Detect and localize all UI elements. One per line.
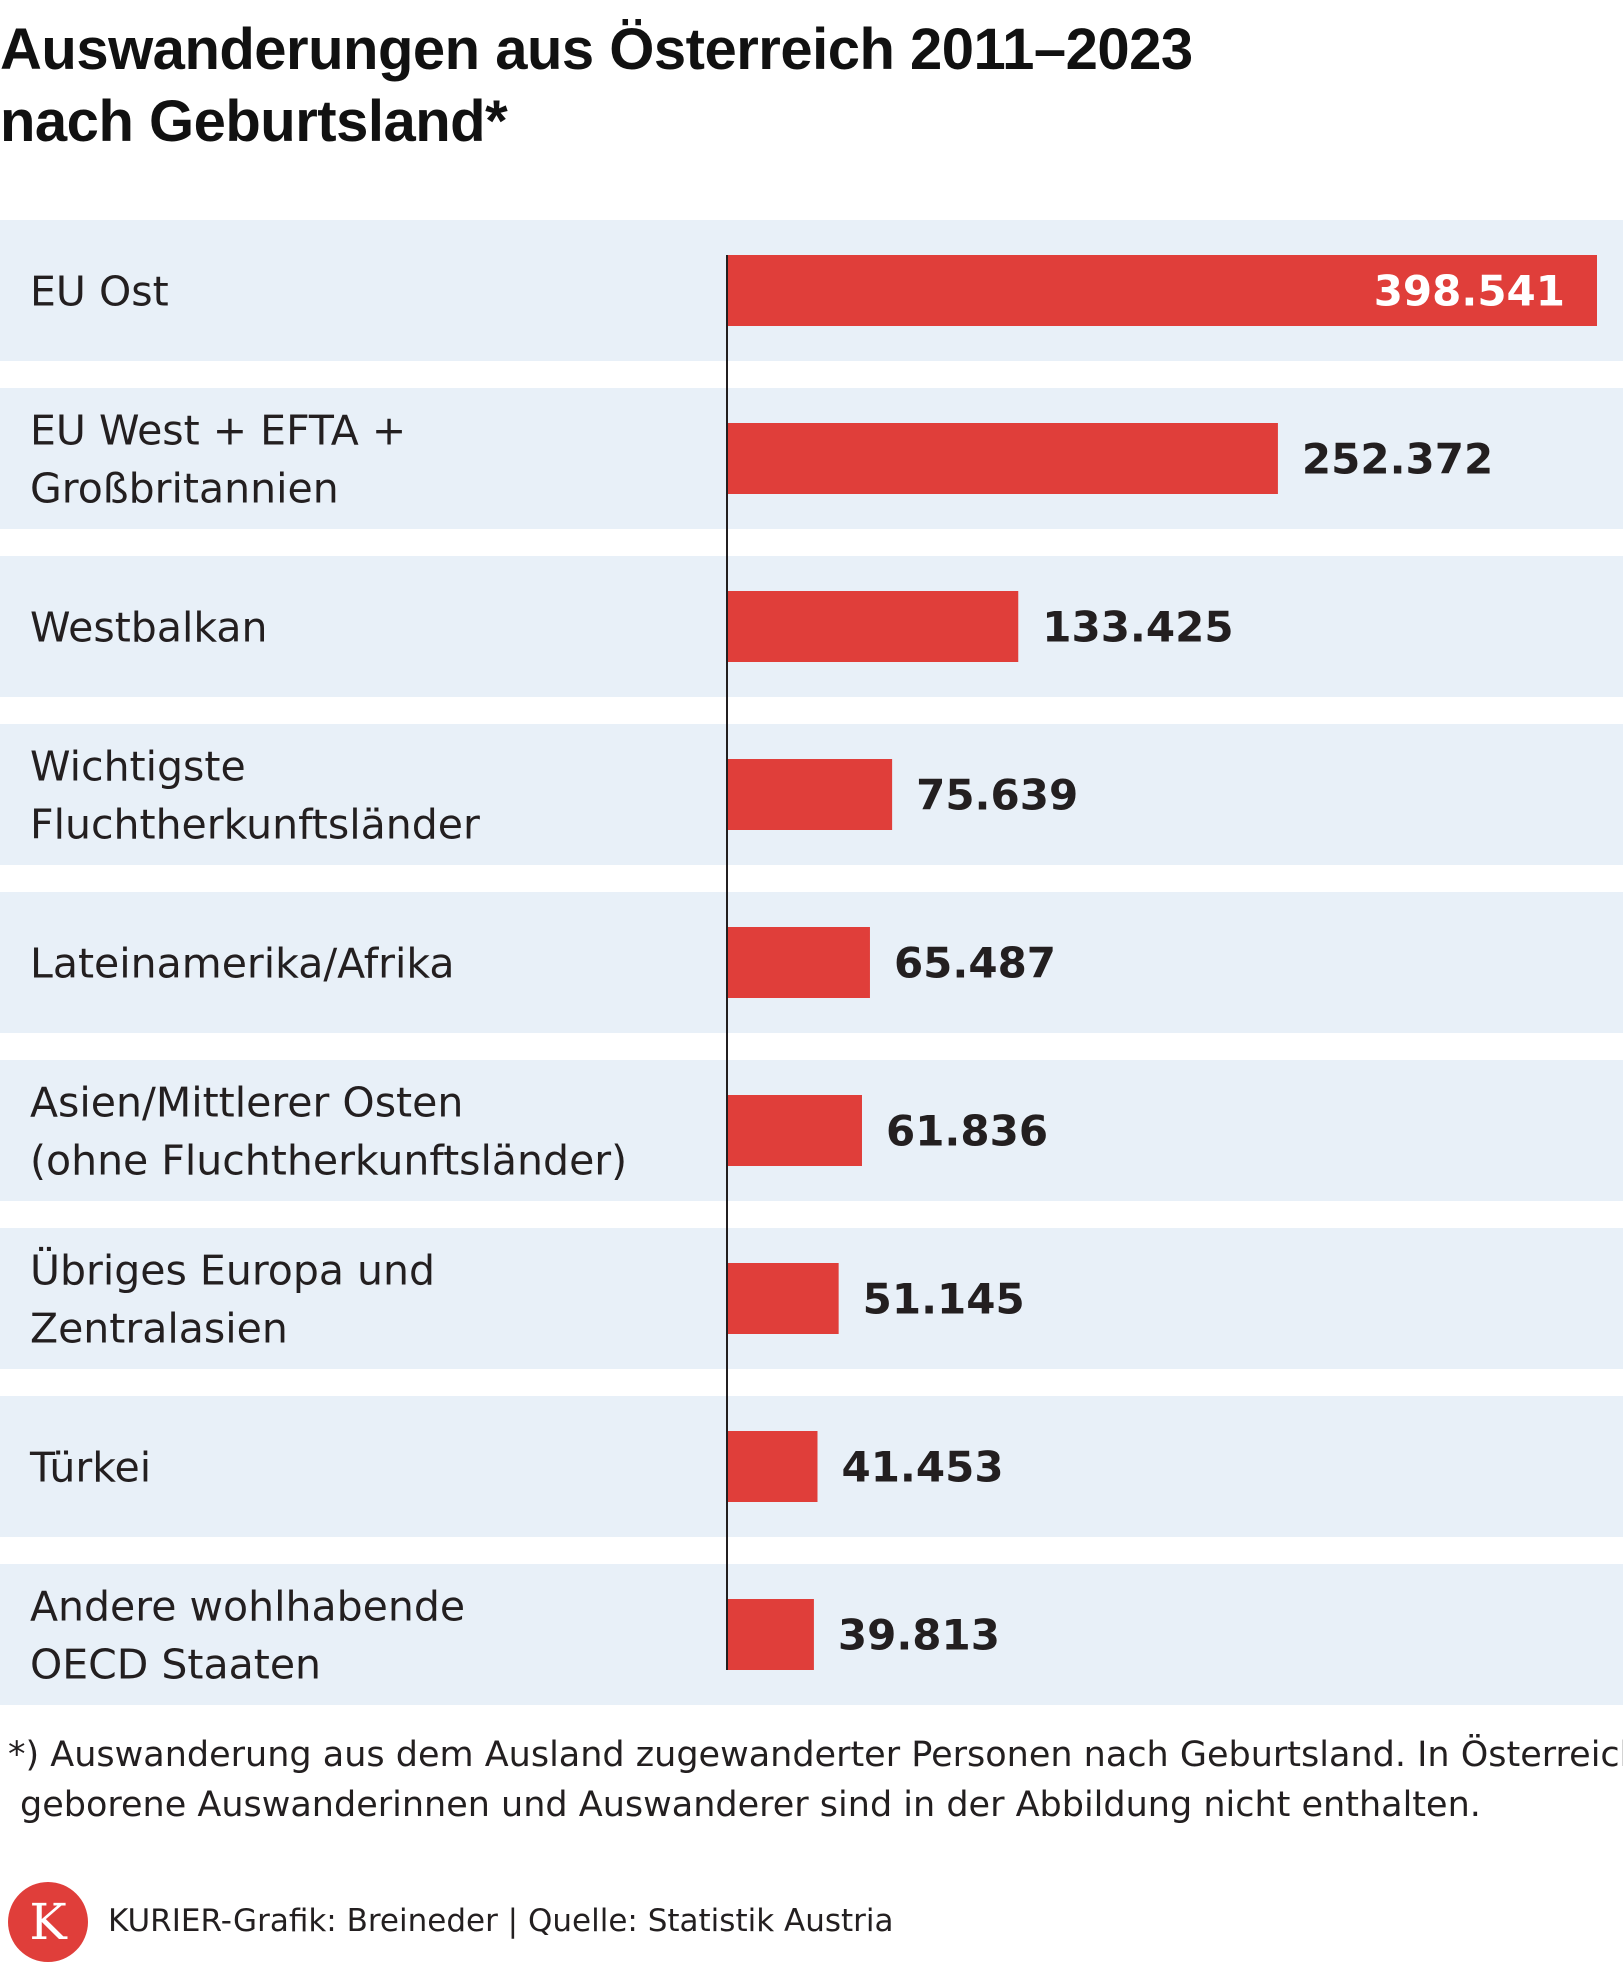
- value-label: 398.541: [1374, 267, 1565, 316]
- value-label: 51.145: [863, 1275, 1025, 1324]
- chart-title: Auswanderungen aus Österreich 2011–2023 …: [0, 14, 1600, 158]
- value-label: 61.836: [886, 1107, 1048, 1156]
- category-label: Wichtigste: [30, 743, 246, 791]
- category-label: EU West + EFTA +: [30, 407, 406, 455]
- bar: [727, 1095, 862, 1166]
- kurier-logo-icon: K: [8, 1882, 88, 1962]
- category-label: Übriges Europa und: [30, 1247, 435, 1295]
- value-label: 75.639: [916, 771, 1078, 820]
- category-label: Lateinamerika/Afrika: [30, 940, 455, 988]
- category-label: (ohne Fluchtherkunftsländer): [30, 1137, 627, 1185]
- bar: [727, 759, 893, 830]
- chart-title-line-2: nach Geburtsland*: [0, 89, 508, 154]
- category-label: Asien/Mittlerer Osten: [30, 1079, 463, 1127]
- bar: [727, 1599, 814, 1670]
- footnote: *) Auswanderung aus dem Ausland zugewand…: [8, 1730, 1623, 1830]
- bar: [727, 255, 1597, 326]
- footnote-line-1: *) Auswanderung aus dem Ausland zugewand…: [8, 1735, 1623, 1775]
- bar: [727, 927, 870, 998]
- value-label: 133.425: [1042, 603, 1233, 652]
- logo-letter: K: [29, 1893, 67, 1951]
- chart-title-line-1: Auswanderungen aus Österreich 2011–2023: [0, 17, 1193, 82]
- category-label: OECD Staaten: [30, 1641, 321, 1689]
- value-label: 39.813: [838, 1611, 1000, 1660]
- source-credit: KURIER-Grafik: Breineder | Quelle: Stati…: [108, 1903, 894, 1939]
- value-label: 41.453: [841, 1443, 1003, 1492]
- category-label: Fluchtherkunftsländer: [30, 801, 480, 849]
- value-label: 65.487: [894, 939, 1056, 988]
- category-label: Westbalkan: [30, 604, 267, 652]
- category-label: Andere wohlhabende: [30, 1583, 465, 1631]
- bar: [727, 423, 1278, 494]
- bar: [727, 591, 1019, 662]
- category-label: EU Ost: [30, 268, 169, 316]
- category-label: Großbritannien: [30, 465, 339, 513]
- bar-chart: EU Ost 398.541 EU West + EFTA + Großbritann…: [0, 220, 1623, 1705]
- value-label: 252.372: [1302, 435, 1493, 484]
- category-label: Türkei: [29, 1444, 151, 1492]
- category-label: Zentralasien: [30, 1305, 288, 1353]
- bar: [727, 1263, 839, 1334]
- bar: [727, 1431, 818, 1502]
- footnote-line-2: geborene Auswanderinnen und Auswanderer …: [20, 1785, 1481, 1825]
